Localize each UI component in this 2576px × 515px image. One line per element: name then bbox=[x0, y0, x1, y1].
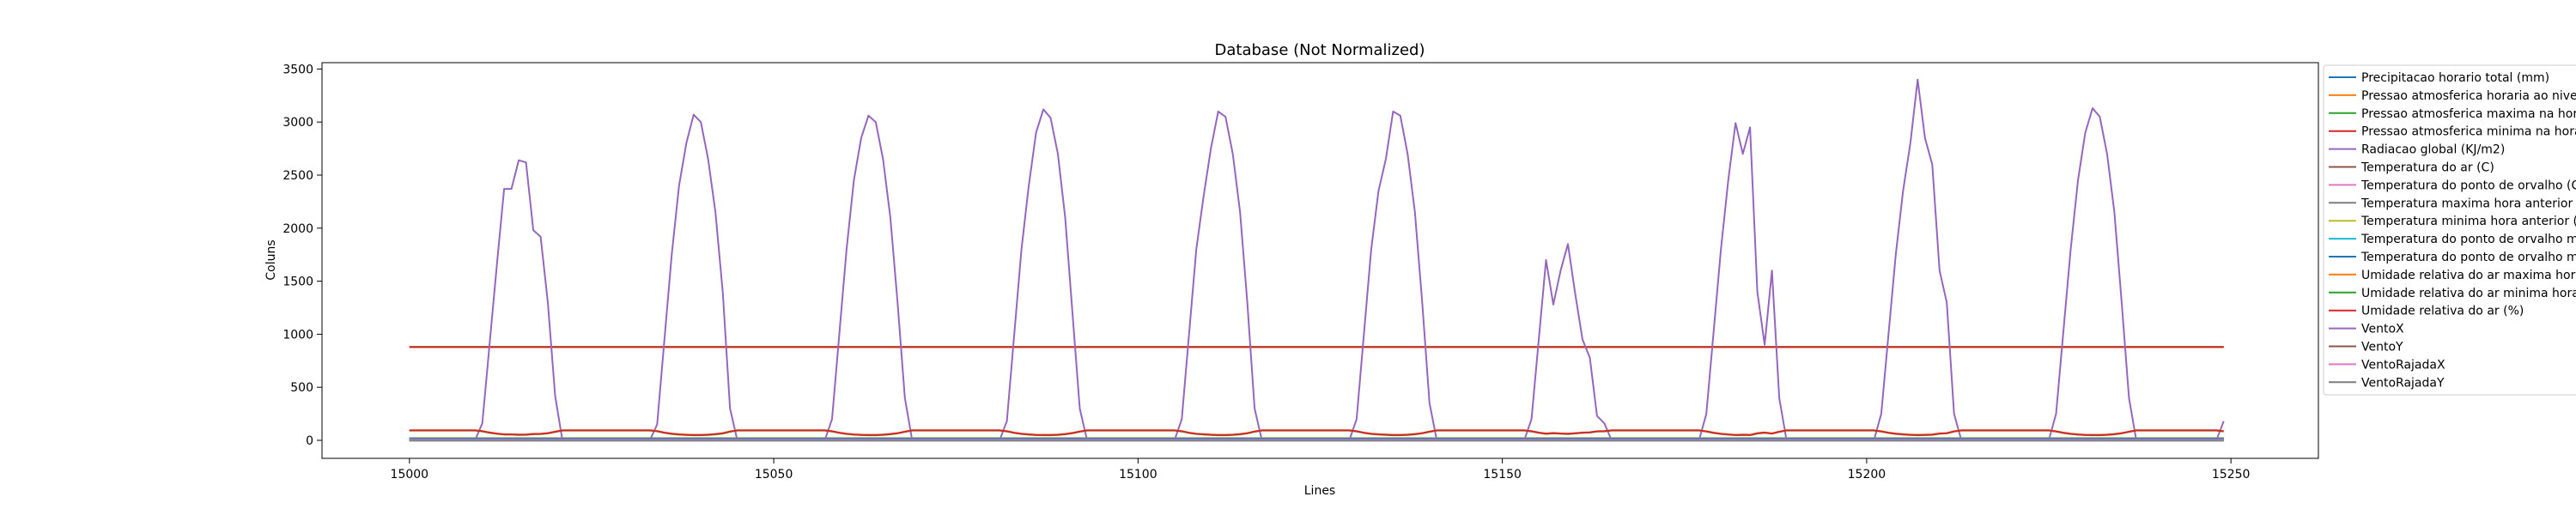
legend-label: Temperatura minima hora anterior ( bbox=[2360, 215, 2576, 228]
x-axis-label: Lines bbox=[1304, 484, 1335, 498]
legend-label: Pressao atmosferica horaria ao nive bbox=[2361, 89, 2576, 103]
plot-frame bbox=[321, 62, 2319, 459]
legend-label: Radiacao global (KJ/m2) bbox=[2361, 143, 2505, 157]
legend-item: Pressao atmosferica horaria ao nive bbox=[2329, 89, 2576, 103]
y-axis-label: Coluns bbox=[264, 239, 278, 280]
legend-label: VentoRajadaY bbox=[2361, 376, 2445, 390]
legend-item: Temperatura do ponto de orvalho (C bbox=[2329, 179, 2576, 192]
legend-item: Temperatura do ar (C) bbox=[2329, 161, 2494, 175]
legend-item: Temperatura do ponto de orvalho m bbox=[2329, 251, 2576, 264]
y-axis: 0 500 1000 1500 2000 2500 3000 3500 bbox=[283, 63, 322, 448]
x-tick-label: 15150 bbox=[1483, 468, 1522, 482]
legend-box bbox=[2323, 64, 2576, 396]
legend-item: Temperatura maxima hora anterior bbox=[2329, 197, 2573, 210]
legend-label: Precipitacao horario total (mm) bbox=[2361, 71, 2549, 85]
series-layer bbox=[409, 78, 2225, 442]
x-tick-label: 15000 bbox=[391, 468, 429, 482]
legend-item: Pressao atmosferica maxima na hor bbox=[2329, 107, 2576, 121]
legend-item: VentoRajadaY bbox=[2329, 376, 2445, 390]
y-tick-label: 1500 bbox=[283, 276, 313, 289]
y-tick-label: 3500 bbox=[283, 63, 313, 76]
plot-area bbox=[321, 62, 2319, 459]
series-line bbox=[409, 429, 2224, 436]
legend-item: Temperatura minima hora anterior ( bbox=[2329, 215, 2576, 228]
x-tick-label: 15200 bbox=[1848, 468, 1886, 482]
legend-label: VentoY bbox=[2361, 341, 2403, 354]
legend-item: VentoRajadaX bbox=[2329, 358, 2445, 372]
legend-items: Precipitacao horario total (mm) Pressao a… bbox=[2329, 71, 2576, 390]
y-tick-label: 1000 bbox=[283, 328, 313, 342]
legend-item: Umidade relativa do ar (%) bbox=[2329, 305, 2524, 318]
legend-item: Umidade relativa do ar maxima hor bbox=[2329, 269, 2576, 282]
legend-item: Umidade relativa do ar minima hora bbox=[2329, 287, 2576, 300]
legend-label: Umidade relativa do ar (%) bbox=[2361, 305, 2524, 318]
x-tick-label: 15050 bbox=[755, 468, 793, 482]
y-tick-label: 3000 bbox=[283, 116, 313, 130]
legend-label: VentoRajadaX bbox=[2361, 358, 2445, 372]
legend-label: Temperatura do ar (C) bbox=[2360, 161, 2494, 175]
legend-item: Temperatura do ponto de orvalho m bbox=[2329, 233, 2576, 246]
x-tick-label: 15250 bbox=[2212, 468, 2251, 482]
x-axis: 15000 15050 15100 15150 15200 15250 bbox=[391, 458, 2251, 482]
legend-label: Pressao atmosferica maxima na hor bbox=[2361, 107, 2576, 121]
x-tick-label: 15100 bbox=[1119, 468, 1157, 482]
y-tick-label: 500 bbox=[290, 381, 313, 395]
legend-label: Pressao atmosferica minima na hora bbox=[2361, 125, 2576, 139]
legend-item: Precipitacao horario total (mm) bbox=[2329, 71, 2549, 85]
y-tick-label: 2500 bbox=[283, 169, 313, 183]
legend-item: VentoX bbox=[2329, 323, 2404, 336]
legend-label: VentoX bbox=[2361, 323, 2404, 336]
legend-label: Umidade relativa do ar maxima hor bbox=[2361, 269, 2576, 282]
y-tick-label: 2000 bbox=[283, 222, 313, 236]
legend-item: Pressao atmosferica minima na hora bbox=[2329, 125, 2576, 139]
y-tick-label: 0 bbox=[306, 434, 313, 448]
legend-item: Radiacao global (KJ/m2) bbox=[2329, 143, 2505, 157]
legend-label: Temperatura do ponto de orvalho m bbox=[2360, 251, 2576, 264]
legend-label: Temperatura do ponto de orvalho (C bbox=[2360, 179, 2576, 192]
legend-label: Temperatura do ponto de orvalho m bbox=[2360, 233, 2576, 246]
legend-item: VentoY bbox=[2329, 341, 2403, 354]
legend: Precipitacao horario total (mm) Pressao a… bbox=[2323, 64, 2576, 396]
legend-label: Umidade relativa do ar minima hora bbox=[2361, 287, 2576, 300]
chart-title: Database (Not Normalized) bbox=[1215, 41, 1425, 59]
legend-label: Temperatura maxima hora anterior bbox=[2360, 197, 2573, 210]
